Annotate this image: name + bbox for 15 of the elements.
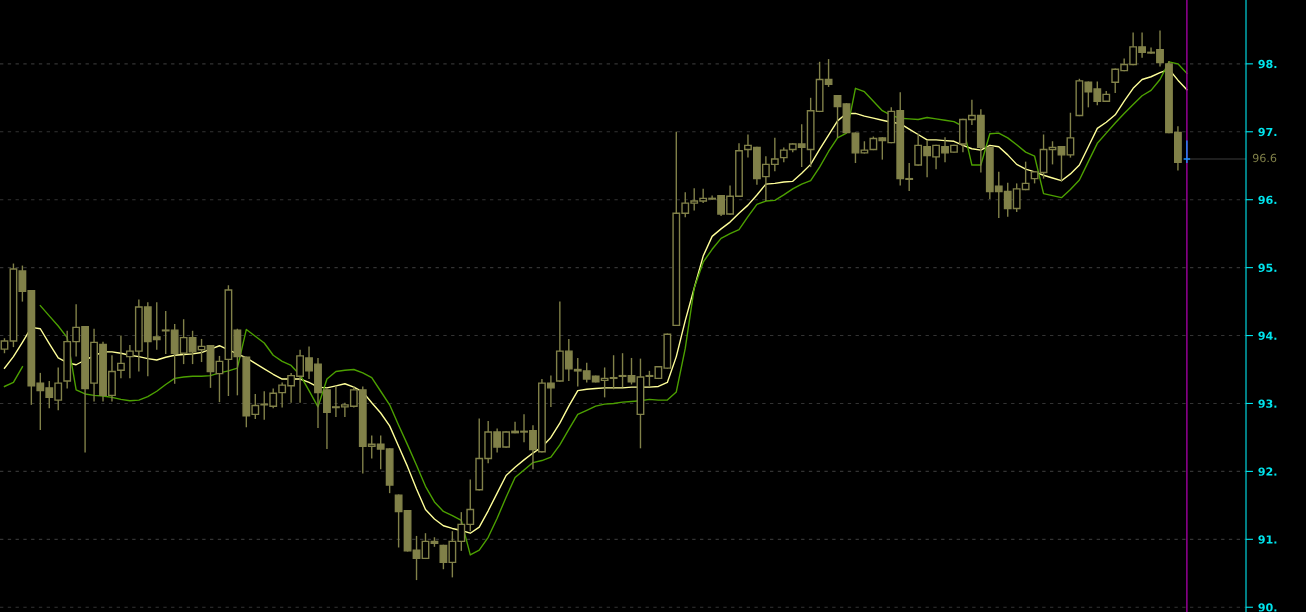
candlestick (412, 535, 421, 581)
y-tick-label: 91. (1258, 535, 1277, 544)
y-tick-label: 98. (1258, 59, 1277, 69)
candlestick (117, 335, 125, 379)
y-tick-label: 93. (1258, 399, 1277, 408)
candlestick (618, 353, 627, 388)
y-tick-label: 97. (1258, 127, 1277, 137)
y-tick-label: 95. (1258, 263, 1277, 272)
y-tick-label: 96. (1258, 195, 1277, 205)
y-tick-label: 92. (1258, 467, 1277, 476)
candlestick (1066, 112, 1075, 158)
ref-line-label: 96.6 (1252, 153, 1277, 163)
y-tick-label: 90. (1258, 603, 1277, 612)
candlestick (1057, 146, 1066, 182)
y-tick-label: 94. (1258, 331, 1277, 340)
